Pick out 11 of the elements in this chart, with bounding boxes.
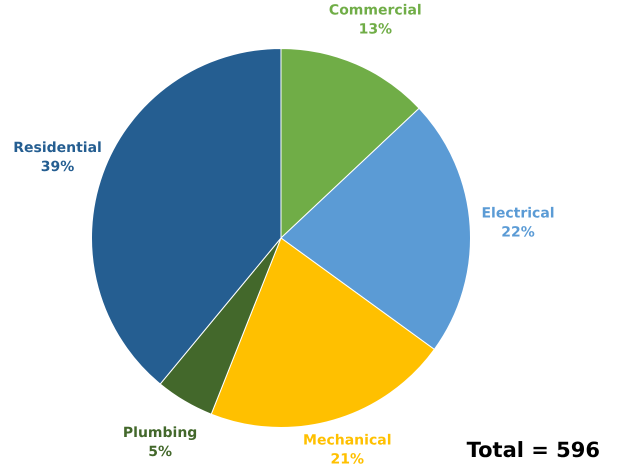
slice-label: Commercial [328, 2, 422, 19]
slice-label: Plumbing [122, 425, 198, 442]
data-label: 5% [148, 444, 172, 460]
slice-label: Residential [13, 140, 102, 156]
slice-label: Electrical [481, 206, 555, 222]
data-label: 22% [501, 224, 535, 241]
slice-label: Mechanical [303, 432, 392, 449]
data-label: 13% [358, 22, 392, 38]
data-label: 21% [330, 452, 364, 468]
text: Total = 596 [466, 438, 600, 462]
data-label: 39% [40, 159, 74, 176]
